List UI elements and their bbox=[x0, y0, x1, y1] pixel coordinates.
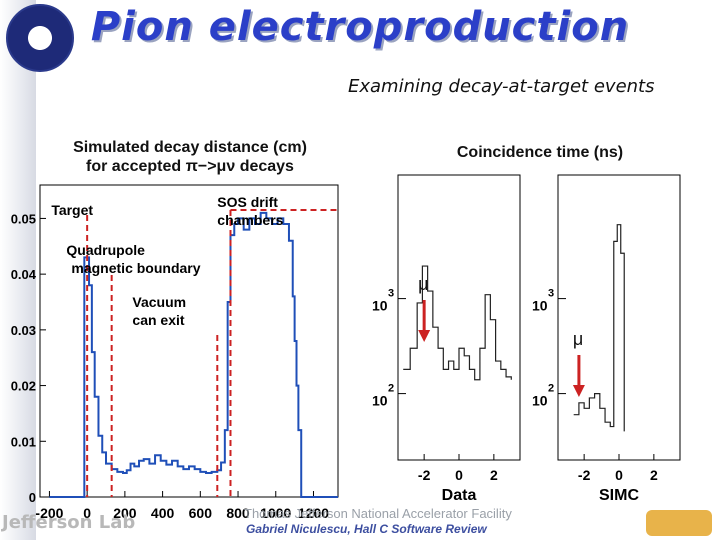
muon-label: μ bbox=[573, 329, 583, 349]
left-chart-title-line2: for accepted π−>μν decays bbox=[86, 158, 294, 175]
page-subtitle: Examining decay-at-target events bbox=[348, 76, 655, 97]
x-tick-label: 800 bbox=[226, 505, 250, 521]
x-tick-label: 400 bbox=[151, 505, 175, 521]
x-tick-label: -200 bbox=[35, 505, 63, 521]
histogram-line bbox=[573, 224, 625, 432]
y-tick-label: 0.02 bbox=[11, 379, 36, 394]
x-tick-label: 1200 bbox=[298, 505, 329, 521]
y-tick-label: 0.05 bbox=[11, 211, 36, 226]
footer-lab-name: Thomas Jefferson National Accelerator Fa… bbox=[244, 506, 512, 521]
corner-logo-icon bbox=[646, 510, 712, 536]
annotation-label: can exit bbox=[132, 312, 184, 328]
annotation-label: Target bbox=[51, 202, 93, 218]
panel-frame bbox=[557, 174, 681, 461]
x-tick-label: 0 bbox=[455, 467, 463, 483]
plot-frame bbox=[39, 184, 339, 498]
y-tick-label: 0.03 bbox=[11, 323, 36, 338]
x-tick-label: 600 bbox=[189, 505, 213, 521]
annotation-label: Vacuum bbox=[132, 294, 186, 310]
annotation-label: magnetic boundary bbox=[71, 260, 200, 276]
society-seal-icon: ✦ bbox=[6, 4, 74, 72]
x-tick-label: -2 bbox=[418, 467, 431, 483]
page-title: Pion electroproduction bbox=[90, 4, 630, 50]
y-tick-label: 0 bbox=[29, 490, 36, 505]
right-chart-title: Coincidence time (ns) bbox=[456, 144, 624, 161]
x-tick-label: 200 bbox=[113, 505, 137, 521]
y-tick-label: 10 bbox=[532, 298, 548, 314]
sidebar-strip bbox=[0, 0, 36, 540]
histogram-line bbox=[49, 211, 338, 498]
panel-frame bbox=[397, 174, 521, 461]
footer-credit: Gabriel Niculescu, Hall C Software Revie… bbox=[246, 522, 487, 536]
x-tick-label: 1000 bbox=[260, 505, 291, 521]
y-tick-label: 0.01 bbox=[11, 434, 36, 449]
y-tick-exponent: 2 bbox=[388, 383, 394, 395]
annotation-label: Quadrupole bbox=[66, 242, 145, 258]
y-tick-exponent: 3 bbox=[548, 288, 554, 300]
y-tick-label: 0.04 bbox=[11, 267, 37, 282]
y-tick-label: 10 bbox=[532, 393, 548, 409]
histogram-line bbox=[403, 265, 512, 381]
x-tick-label: 2 bbox=[490, 467, 498, 483]
y-tick-exponent: 2 bbox=[548, 383, 554, 395]
left-chart-title: Simulated decay distance (cm) for accept… bbox=[40, 138, 340, 176]
y-tick-label: 10 bbox=[372, 393, 388, 409]
x-tick-label: -2 bbox=[578, 467, 591, 483]
y-tick-exponent: 3 bbox=[388, 288, 394, 300]
annotation-label: chambers bbox=[217, 212, 283, 228]
decay-distance-chart: 00.010.020.030.040.05-200 0 200 400 600 800 10… bbox=[11, 184, 339, 521]
left-chart-title-line1: Simulated decay distance (cm) bbox=[73, 139, 307, 156]
annotation-label: SOS drift bbox=[217, 194, 278, 210]
x-axis-label: SIMC bbox=[599, 487, 639, 504]
arrow-head bbox=[418, 330, 431, 342]
x-tick-label: 0 bbox=[83, 505, 91, 521]
footer-logo: Jefferson Lab bbox=[2, 512, 136, 533]
muon-label: μ bbox=[418, 274, 428, 294]
x-tick-label: 2 bbox=[650, 467, 658, 483]
arrow-head bbox=[572, 385, 585, 397]
x-axis-label: Data bbox=[442, 487, 477, 504]
x-tick-label: 0 bbox=[615, 467, 623, 483]
y-tick-label: 10 bbox=[372, 298, 388, 314]
